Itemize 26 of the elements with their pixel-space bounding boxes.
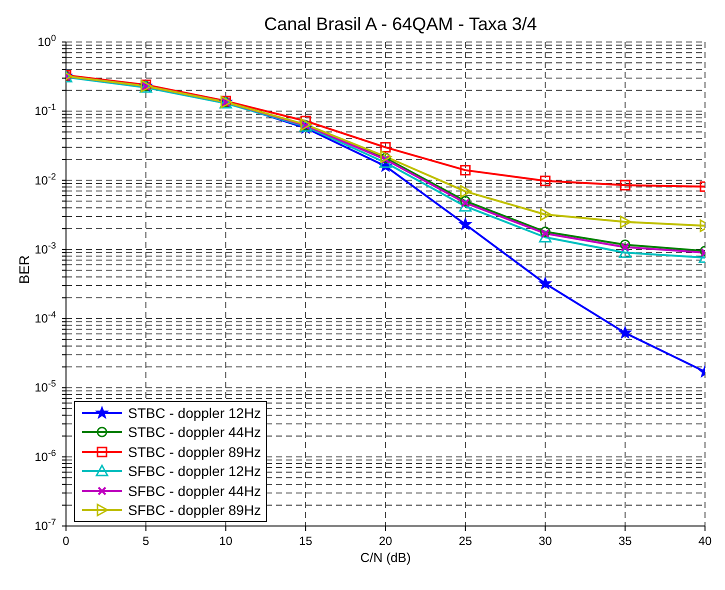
x-tick-label: 10 (219, 534, 233, 548)
x-tick-label: 40 (698, 534, 712, 548)
legend-label: STBC - doppler 12Hz (128, 404, 262, 421)
y-tick-label: 10$^{-7}$ (34, 517, 56, 533)
legend-label: SFBC - doppler 44Hz (128, 482, 262, 499)
x-axis-title: C/N (dB) (360, 550, 411, 565)
x-tick-label: 30 (538, 534, 552, 548)
y-tick-label: 10$^{0}$ (38, 33, 56, 49)
x-tick-label: 35 (618, 534, 632, 548)
x-tick-label: 0 (62, 534, 70, 548)
chart-title: Canal Brasil A - 64QAM - Taxa 3/4 (264, 14, 537, 34)
x-tick-label: 5 (142, 534, 150, 548)
x-tick-label: 15 (298, 534, 313, 548)
legend-label: SFBC - doppler 89Hz (128, 502, 262, 518)
legend-label: STBC - doppler 89Hz (128, 444, 262, 460)
y-axis-title: BER (16, 255, 32, 284)
y-tick-label: 10$^{-1}$ (34, 102, 56, 118)
legend-label: SFBC - doppler 12Hz (128, 463, 262, 480)
y-tick-label: 10$^{-4}$ (34, 310, 56, 326)
y-tick-label: 10$^{-5}$ (34, 378, 56, 395)
y-tick-label: 10$^{-6}$ (34, 448, 56, 464)
x-tick-label: 20 (378, 534, 392, 548)
y-tick-label: 10$^{-2}$ (34, 171, 56, 188)
x-tick-label: 25 (458, 534, 472, 548)
legend-label: STBC - doppler 44Hz (128, 424, 262, 440)
y-tick-label: 10$^{-3}$ (34, 240, 56, 256)
